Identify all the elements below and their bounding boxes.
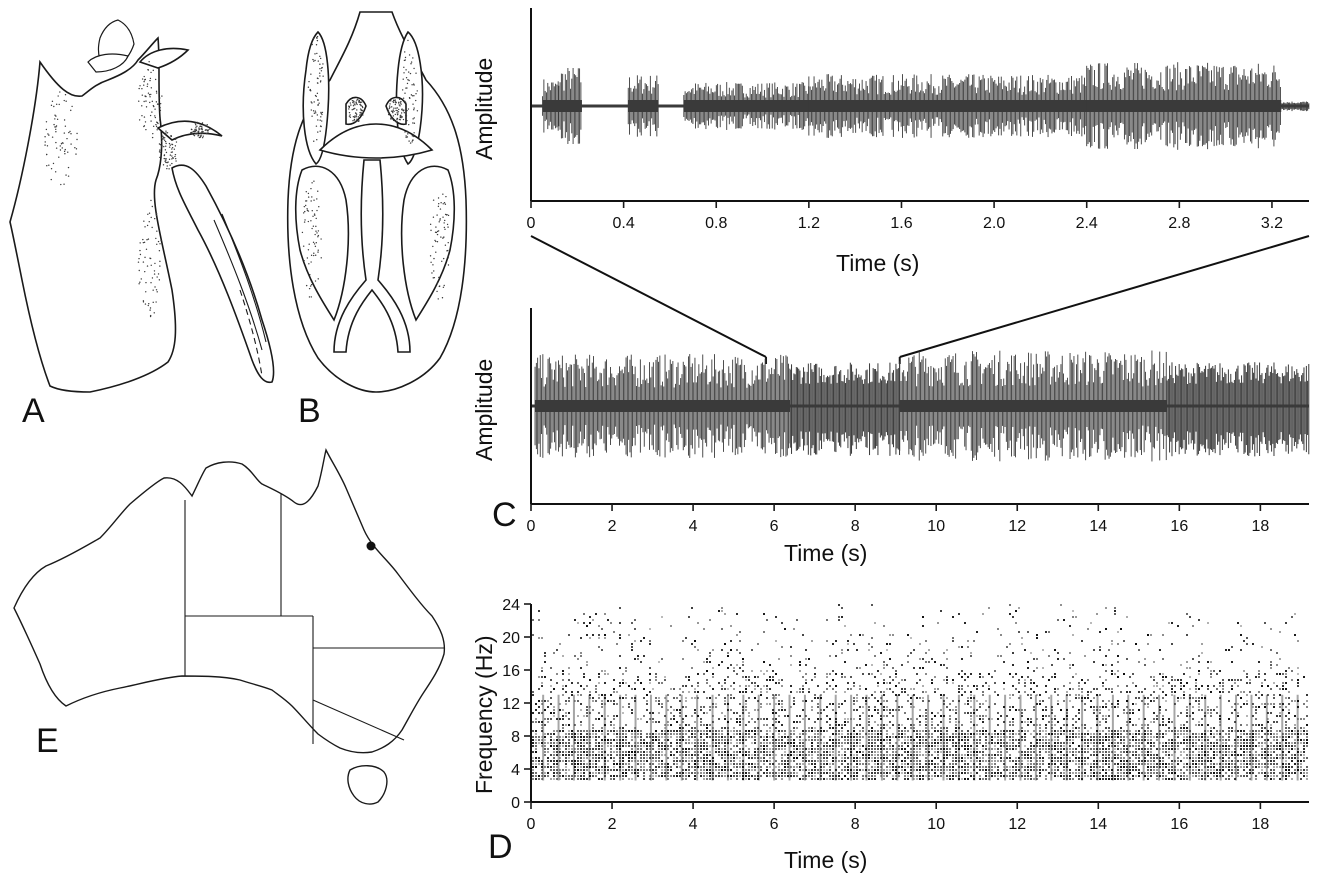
oscillogram-full-x-ticks: 0 2 4 6 8 10 12 14 16 18 (527, 504, 1269, 535)
zoom-connector-lines (530, 235, 1310, 364)
spectrogram-y-ticks: 0 4 8 12 16 20 24 (502, 597, 531, 812)
x-tick-label: 1.2 (798, 215, 820, 232)
x-tick-label: 18 (1251, 518, 1269, 535)
oscillogram-full-ylabel: Amplitude (471, 359, 497, 461)
waveform-pulse-segment (1086, 62, 1282, 150)
x-tick-label: 1.6 (890, 215, 912, 232)
x-tick-label: 10 (927, 518, 945, 535)
oscillogram-expanded-x-ticks: 0 0.4 0.8 1.2 1.6 2.0 2.4 2.8 3.2 (527, 201, 1283, 232)
panel-letter-d: D (488, 828, 513, 866)
waveform-noise-segment (789, 362, 901, 456)
locality-marker (366, 541, 376, 551)
y-tick-label: 12 (502, 696, 520, 713)
australia-outline (13, 447, 446, 754)
x-tick-label: 12 (1008, 518, 1026, 535)
oscillogram-full: 0 2 4 6 8 10 12 14 16 18 Time (s) Amplitude (471, 308, 1310, 566)
x-tick-label: 0 (527, 518, 536, 535)
x-tick-label: 2.0 (983, 215, 1005, 232)
waveform-pulse-segment (683, 82, 810, 130)
x-tick-label: 0 (527, 215, 536, 232)
y-tick-label: 0 (511, 795, 520, 812)
x-tick-label: 16 (1170, 518, 1188, 535)
waveform-noise-segment (1280, 101, 1310, 112)
x-tick-label: 3.2 (1261, 215, 1283, 232)
tasmania-outline (347, 765, 388, 805)
oscillogram-expanded-ylabel: Amplitude (471, 58, 497, 160)
x-tick-label: 2.8 (1168, 215, 1190, 232)
x-tick-label: 0.8 (705, 215, 727, 232)
spectrogram-xlabel: Time (s) (784, 847, 867, 873)
y-tick-label: 4 (511, 762, 520, 779)
panel-letter-c: C (492, 496, 517, 534)
y-tick-label: 24 (502, 597, 520, 614)
x-tick-label: 8 (851, 816, 860, 833)
waveform-pulse-segment (558, 67, 582, 145)
x-tick-label: 2 (608, 518, 617, 535)
x-tick-label: 4 (689, 816, 698, 833)
oscillogram-full-waveform (531, 350, 1310, 462)
x-tick-label: 2 (608, 816, 617, 833)
waveform-pulse-segment (808, 74, 1087, 138)
x-tick-label: 6 (770, 816, 779, 833)
panel-letter-a: A (22, 392, 45, 430)
x-tick-label: 6 (770, 518, 779, 535)
genitalia-ventral-stipple (301, 35, 451, 300)
panel-letter-e: E (36, 722, 59, 760)
y-tick-label: 16 (502, 663, 520, 680)
x-tick-label: 14 (1089, 518, 1107, 535)
state-borders (184, 494, 444, 744)
genitalia-lateral-stipple (44, 61, 211, 318)
oscillogram-expanded-waveform (531, 62, 1310, 150)
x-tick-label: 16 (1170, 816, 1188, 833)
genitalia-lateral-drawing (9, 19, 275, 393)
oscillogram-full-xlabel: Time (s) (784, 540, 867, 566)
panel-letter-b: B (298, 392, 321, 430)
genitalia-ventral-drawing (286, 11, 468, 393)
australia-map (13, 447, 446, 805)
x-tick-label: 14 (1089, 816, 1107, 833)
waveform-pulse-segment (627, 75, 659, 137)
x-tick-label: 0 (527, 816, 536, 833)
oscillogram-expanded: 0 0.4 0.8 1.2 1.6 2.0 2.4 2.8 3.2 Time (s) Ampli… (471, 8, 1310, 276)
x-tick-label: 18 (1251, 816, 1269, 833)
waveform-noise-segment (1166, 362, 1310, 457)
waveform-pulse-segment (542, 79, 559, 133)
x-tick-label: 12 (1008, 816, 1026, 833)
x-tick-label: 10 (927, 816, 945, 833)
y-tick-label: 8 (511, 729, 520, 746)
y-tick-label: 20 (502, 630, 520, 647)
x-tick-label: 2.4 (1076, 215, 1098, 232)
x-tick-label: 8 (851, 518, 860, 535)
waveform-pulse-segment (534, 354, 791, 458)
waveform-pulse-segment (899, 350, 1168, 462)
spectrogram-ylabel: Frequency (Hz) (471, 636, 497, 794)
spectrogram-x-ticks: 0 2 4 6 8 10 12 14 16 18 (527, 802, 1269, 833)
x-tick-label: 0.4 (612, 215, 634, 232)
spectrogram-energy (532, 604, 1308, 781)
x-tick-label: 4 (689, 518, 698, 535)
oscillogram-expanded-xlabel: Time (s) (836, 250, 919, 276)
